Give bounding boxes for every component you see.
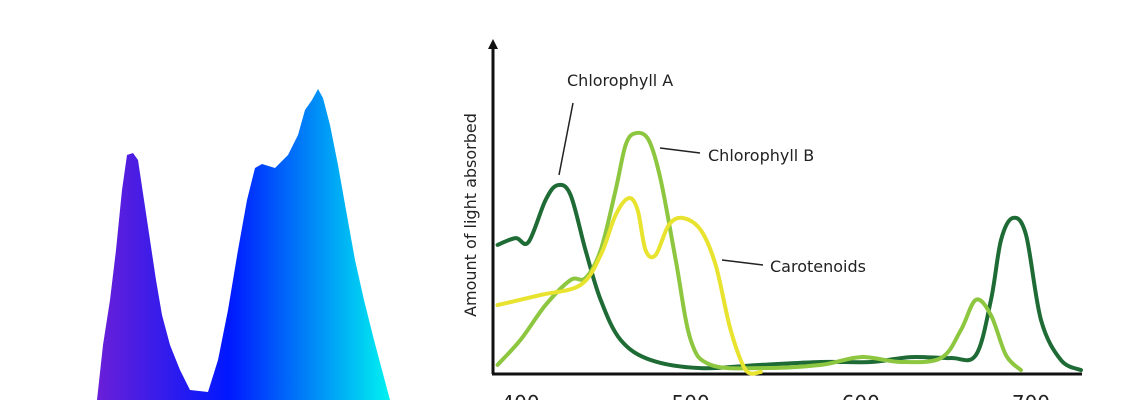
leader-line [558, 102, 574, 176]
x-tick-label: 600 [842, 391, 880, 400]
series-label: Chlorophyll A [567, 71, 673, 90]
series-line [495, 196, 763, 376]
series-label: Carotenoids [770, 257, 866, 276]
y-axis-label: Amount of light absorbed [461, 113, 480, 317]
leader-line [721, 259, 764, 266]
leader-line [659, 147, 701, 154]
series-line [495, 130, 1023, 373]
series-label: Chlorophyll B [708, 146, 814, 165]
spectrum [97, 89, 390, 400]
x-tick-label: 700 [1012, 391, 1050, 400]
x-tick-label: 400 [501, 391, 539, 400]
series-line [495, 182, 1083, 373]
x-tick-label: 500 [672, 391, 710, 400]
